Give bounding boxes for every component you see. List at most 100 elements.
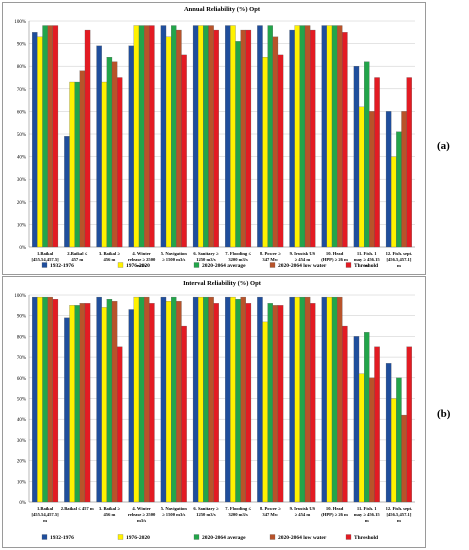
interval-reliability-chart: Interval Reliability (%) Opt 0% 10% 20% 30% 4… <box>2 276 426 548</box>
bar-1976-2020 <box>101 81 107 248</box>
x-tick-label: 5. Navigation ≥ 1500 m3/s <box>161 251 187 262</box>
x-tick-label-line: 3200 m3/s <box>228 257 248 262</box>
x-tick-label: 7. Flooding ≤3200 m3/s <box>225 251 251 262</box>
bar-2020-2064-average <box>138 296 145 503</box>
x-tick-label-line: 11. Fish. 1 <box>357 251 377 256</box>
bar-2020-2064-average <box>203 296 209 503</box>
legend-label: 2020-2064 average <box>202 263 246 269</box>
x-tick-label-line: 4. Winter <box>132 506 150 511</box>
y-tick-label: 10% <box>17 480 26 485</box>
x-tick-label-line: m <box>365 518 369 523</box>
bar-2020-2064-average <box>74 81 80 248</box>
x-tick-label-line: 456 m <box>103 257 115 262</box>
x-tick-label-line: 1250 m3/s <box>196 257 216 262</box>
y-tick-label: 90% <box>17 315 26 320</box>
y-tick-label: 20% <box>17 201 26 206</box>
bar-threshold <box>84 303 91 503</box>
legend-label: 2020-2064 low water <box>278 263 327 269</box>
interval-reliability-svg: Interval Reliability (%) Opt 0% 10% 20% 30% 4… <box>14 280 415 541</box>
bar-1976-2020 <box>326 296 333 503</box>
bar-1932-1976 <box>160 25 167 248</box>
x-tick-label-line: release ≥ 2500 <box>128 512 156 517</box>
legend-label: 2020-2064 low water <box>278 535 327 541</box>
bar-2020-2064-average <box>299 296 306 503</box>
y-tick-label: 80% <box>17 335 26 340</box>
y-tick-label: 100% <box>14 20 26 25</box>
bar-2020-2064-low-water <box>176 301 182 503</box>
bar-1976-2020 <box>37 36 43 248</box>
bar-2020-2064-low-water <box>111 301 118 503</box>
bar-threshold <box>181 54 187 248</box>
bar-1932-1976 <box>385 111 392 248</box>
bar-1932-1976 <box>321 296 327 503</box>
bar-1932-1976 <box>289 296 295 503</box>
bar-threshold <box>52 25 59 248</box>
chart-title: Annual Reliability (%) Opt <box>184 6 261 13</box>
bar-2020-2064-average <box>203 25 209 248</box>
x-tick-label: 3. Baikal ≥456 m <box>99 251 121 262</box>
x-tick-label-line: may ≥ 456.15 <box>354 512 381 517</box>
y-tick-label: 50% <box>17 398 26 403</box>
bar-2020-2064-average <box>331 296 338 503</box>
bar-1976-2020 <box>198 296 204 503</box>
x-tick-label: 11. Fish. 1 may ≥ 456.15 m <box>354 506 381 523</box>
bar-2020-2064-average <box>106 299 113 503</box>
y-tick-label: 60% <box>17 110 26 115</box>
bar-1932-1976 <box>160 296 167 503</box>
x-tick-label-line: m <box>397 518 401 523</box>
bar-1976-2020 <box>133 296 140 503</box>
bar-1976-2020 <box>391 398 397 503</box>
x-tick-label-line: 3. Baikal ≥ <box>99 506 121 511</box>
x-tick-label-line: 5. Navigation <box>161 506 187 511</box>
y-tick-label: 70% <box>17 356 26 361</box>
bar-2020-2064-average <box>138 25 145 248</box>
x-tick-label-line: release ≥ 2500 <box>128 257 156 262</box>
legend-label: 1976-2020 <box>126 263 150 269</box>
bar-2020-2064-low-water <box>79 70 86 248</box>
bar-1932-1976 <box>353 66 360 248</box>
y-tick-label: 100% <box>14 294 26 299</box>
bar-2020-2064-average <box>171 25 177 248</box>
y-tick-label: 60% <box>17 377 26 382</box>
bar-2020-2064-average <box>74 305 80 503</box>
bar-2020-2064-average <box>42 296 48 503</box>
bar-1932-1976 <box>32 296 38 503</box>
y-tick-label: 40% <box>17 418 26 423</box>
bar-1976-2020 <box>262 57 268 248</box>
x-tick-label: 12. Fish. sept. [456.5,457.1] m <box>386 251 413 268</box>
y-tick-label: 40% <box>17 156 26 161</box>
bar-2020-2064-average <box>171 296 177 503</box>
x-tick-label: 4. Winter release ≥ 2500 m3/s <box>128 506 156 523</box>
x-tick-label-line: 457 m <box>71 257 83 262</box>
bar-1976-2020 <box>198 25 204 248</box>
bar-2020-2064-low-water <box>272 305 279 503</box>
y-tick-label: 70% <box>17 88 26 93</box>
bar-2020-2064-low-water <box>337 296 343 503</box>
y-tick-label: 10% <box>17 223 26 228</box>
bar-2020-2064-low-water <box>240 29 246 248</box>
bar-1932-1976 <box>64 317 70 503</box>
bar-1976-2020 <box>358 373 365 503</box>
bar-2020-2064-average <box>235 299 241 503</box>
bar-1932-1976 <box>128 309 134 503</box>
x-tick-label: 3. Baikal ≥456 m <box>99 506 121 517</box>
bar-1932-1976 <box>289 29 295 248</box>
panel-label-a: (a) <box>437 140 450 152</box>
bar-2020-2064-low-water <box>47 25 53 248</box>
bar-1932-1976 <box>64 136 70 248</box>
bar-2020-2064-low-water <box>369 377 375 503</box>
bar-threshold <box>245 29 252 248</box>
bar-2020-2064-low-water <box>369 111 375 248</box>
legend-label: Threshold <box>354 263 378 269</box>
bar-threshold <box>117 77 123 248</box>
bar-threshold <box>310 303 316 503</box>
bar-2020-2064-low-water <box>304 25 311 248</box>
bar-2020-2064-low-water <box>208 25 214 248</box>
legend-swatch <box>117 262 124 268</box>
bar-threshold <box>245 303 252 503</box>
x-tick-label-line: m3/s <box>137 518 146 523</box>
panel-label-b: (b) <box>437 408 451 420</box>
x-tick-label: 2.Baikal ≤ 457 m <box>61 506 94 511</box>
bar-2020-2064-low-water <box>208 296 214 503</box>
bar-2020-2064-low-water <box>79 303 86 503</box>
